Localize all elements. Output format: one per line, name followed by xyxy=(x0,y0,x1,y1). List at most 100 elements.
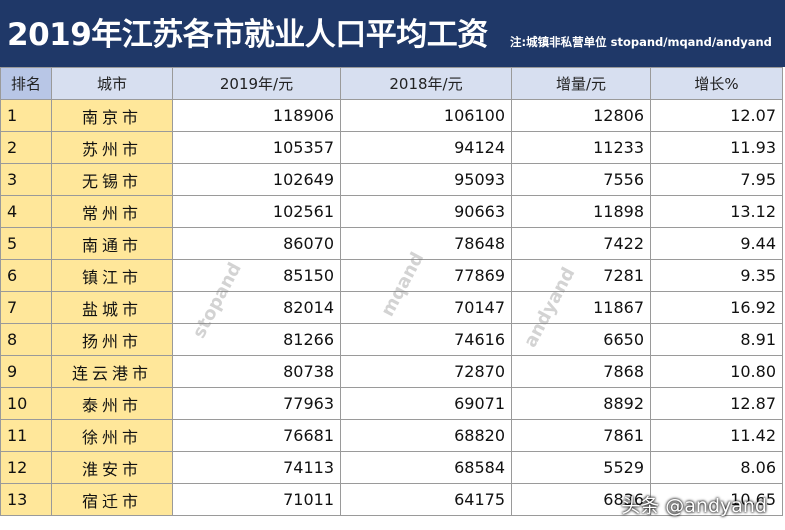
city-cell: 苏州市 xyxy=(52,132,173,164)
corner-watermark: 头条 @andyand xyxy=(621,491,767,518)
city-cell: 扬州市 xyxy=(52,324,173,356)
city-cell: 盐城市 xyxy=(52,292,173,324)
wage-2018-cell: 94124 xyxy=(341,132,512,164)
table-header-row: 排名 城市 2019年/元 2018年/元 增量/元 增长% xyxy=(1,68,783,100)
rank-cell: 3 xyxy=(1,164,52,196)
wage-2019-cell: 80738 xyxy=(173,356,341,388)
table-row: 7盐城市82014701471186716.92 xyxy=(1,292,783,324)
column-header-rank: 排名 xyxy=(1,68,52,100)
growth-cell: 9.35 xyxy=(651,260,783,292)
increase-cell: 7556 xyxy=(512,164,651,196)
increase-cell: 6650 xyxy=(512,324,651,356)
increase-cell: 7281 xyxy=(512,260,651,292)
wage-2018-cell: 95093 xyxy=(341,164,512,196)
growth-cell: 9.44 xyxy=(651,228,783,260)
wage-table: 排名 城市 2019年/元 2018年/元 增量/元 增长% 1南京市11890… xyxy=(0,67,783,516)
wage-2019-cell: 86070 xyxy=(173,228,341,260)
city-cell: 淮安市 xyxy=(52,452,173,484)
column-header-increase: 增量/元 xyxy=(512,68,651,100)
city-cell: 南通市 xyxy=(52,228,173,260)
increase-cell: 7422 xyxy=(512,228,651,260)
increase-cell: 11898 xyxy=(512,196,651,228)
table-row: 8扬州市812667461666508.91 xyxy=(1,324,783,356)
city-cell: 南京市 xyxy=(52,100,173,132)
increase-cell: 7868 xyxy=(512,356,651,388)
wage-2019-cell: 102649 xyxy=(173,164,341,196)
increase-cell: 7861 xyxy=(512,420,651,452)
wage-2018-cell: 90663 xyxy=(341,196,512,228)
wage-2018-cell: 78648 xyxy=(341,228,512,260)
wage-2019-cell: 77963 xyxy=(173,388,341,420)
city-cell: 泰州市 xyxy=(52,388,173,420)
city-cell: 无锡市 xyxy=(52,164,173,196)
city-cell: 徐州市 xyxy=(52,420,173,452)
rank-cell: 13 xyxy=(1,484,52,516)
rank-cell: 4 xyxy=(1,196,52,228)
wage-2019-cell: 81266 xyxy=(173,324,341,356)
increase-cell: 12806 xyxy=(512,100,651,132)
increase-cell: 8892 xyxy=(512,388,651,420)
wage-2018-cell: 64175 xyxy=(341,484,512,516)
column-header-2018: 2018年/元 xyxy=(341,68,512,100)
table-row: 5南通市860707864874229.44 xyxy=(1,228,783,260)
wage-2019-cell: 71011 xyxy=(173,484,341,516)
growth-cell: 12.07 xyxy=(651,100,783,132)
table-row: 3无锡市1026499509375567.95 xyxy=(1,164,783,196)
wage-2019-cell: 102561 xyxy=(173,196,341,228)
rank-cell: 9 xyxy=(1,356,52,388)
column-header-2019: 2019年/元 xyxy=(173,68,341,100)
growth-cell: 16.92 xyxy=(651,292,783,324)
wage-2019-cell: 118906 xyxy=(173,100,341,132)
rank-cell: 5 xyxy=(1,228,52,260)
rank-cell: 10 xyxy=(1,388,52,420)
rank-cell: 11 xyxy=(1,420,52,452)
rank-cell: 1 xyxy=(1,100,52,132)
wage-2019-cell: 82014 xyxy=(173,292,341,324)
rank-cell: 7 xyxy=(1,292,52,324)
rank-cell: 2 xyxy=(1,132,52,164)
growth-cell: 8.91 xyxy=(651,324,783,356)
table-row: 4常州市102561906631189813.12 xyxy=(1,196,783,228)
growth-cell: 11.93 xyxy=(651,132,783,164)
wage-2018-cell: 74616 xyxy=(341,324,512,356)
page-title: 2019年江苏各市就业人口平均工资 xyxy=(7,9,488,54)
table-row: 9连云港市8073872870786810.80 xyxy=(1,356,783,388)
table-row: 12淮安市741136858455298.06 xyxy=(1,452,783,484)
wage-2018-cell: 72870 xyxy=(341,356,512,388)
wage-2018-cell: 68584 xyxy=(341,452,512,484)
table-row: 6镇江市851507786972819.35 xyxy=(1,260,783,292)
city-cell: 常州市 xyxy=(52,196,173,228)
city-cell: 连云港市 xyxy=(52,356,173,388)
wage-2019-cell: 74113 xyxy=(173,452,341,484)
wage-2019-cell: 76681 xyxy=(173,420,341,452)
table-row: 10泰州市7796369071889212.87 xyxy=(1,388,783,420)
column-header-growth: 增长% xyxy=(651,68,783,100)
wage-2019-cell: 85150 xyxy=(173,260,341,292)
increase-cell: 11233 xyxy=(512,132,651,164)
growth-cell: 10.80 xyxy=(651,356,783,388)
wage-2018-cell: 68820 xyxy=(341,420,512,452)
growth-cell: 11.42 xyxy=(651,420,783,452)
growth-cell: 13.12 xyxy=(651,196,783,228)
rank-cell: 12 xyxy=(1,452,52,484)
source-note: 注:城镇非私营单位 stopand/mqand/andyand xyxy=(510,34,772,50)
table-row: 11徐州市7668168820786111.42 xyxy=(1,420,783,452)
table-row: 2苏州市105357941241123311.93 xyxy=(1,132,783,164)
rank-cell: 8 xyxy=(1,324,52,356)
title-banner: 2019年江苏各市就业人口平均工资 注:城镇非私营单位 stopand/mqan… xyxy=(0,0,785,67)
rank-cell: 6 xyxy=(1,260,52,292)
wage-2018-cell: 70147 xyxy=(341,292,512,324)
wage-2018-cell: 77869 xyxy=(341,260,512,292)
increase-cell: 11867 xyxy=(512,292,651,324)
table-row: 1南京市1189061061001280612.07 xyxy=(1,100,783,132)
growth-cell: 12.87 xyxy=(651,388,783,420)
city-cell: 镇江市 xyxy=(52,260,173,292)
column-header-city: 城市 xyxy=(52,68,173,100)
wage-2018-cell: 106100 xyxy=(341,100,512,132)
city-cell: 宿迁市 xyxy=(52,484,173,516)
increase-cell: 5529 xyxy=(512,452,651,484)
growth-cell: 7.95 xyxy=(651,164,783,196)
table-body: 1南京市1189061061001280612.072苏州市1053579412… xyxy=(1,100,783,516)
wage-2019-cell: 105357 xyxy=(173,132,341,164)
growth-cell: 8.06 xyxy=(651,452,783,484)
